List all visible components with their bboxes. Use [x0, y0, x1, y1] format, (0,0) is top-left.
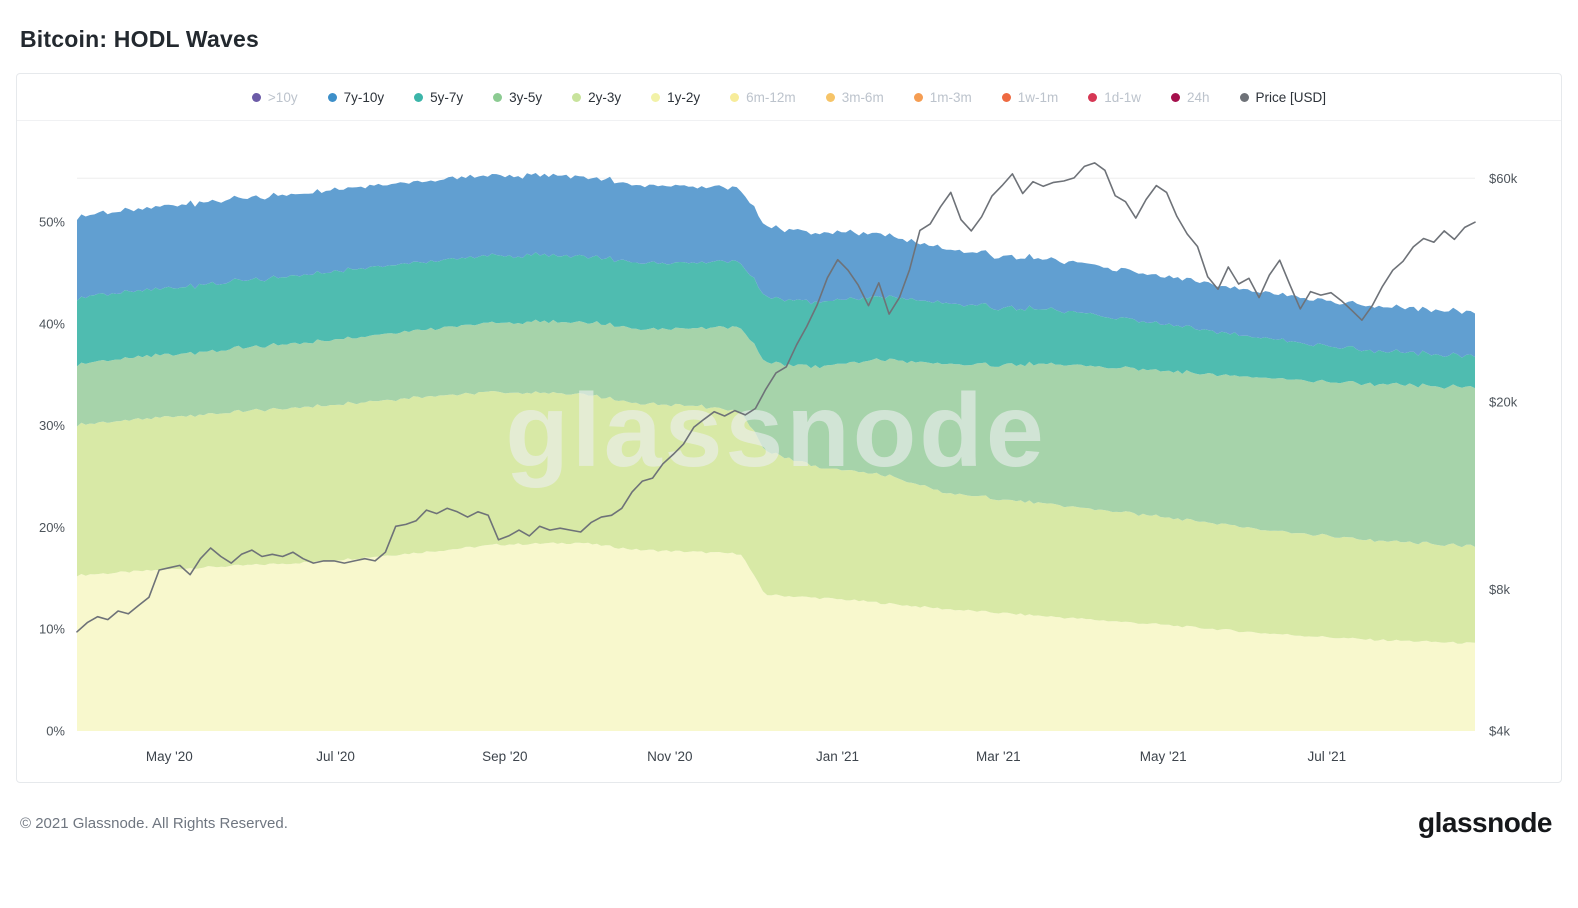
copyright-text: © 2021 Glassnode. All Rights Reserved. [20, 814, 288, 832]
page-footer: © 2021 Glassnode. All Rights Reserved. g… [0, 783, 1578, 839]
y-left-tick-label: 0% [46, 724, 65, 739]
y-right-tick-label: $8k [1489, 582, 1510, 597]
legend-dot [825, 92, 835, 102]
band-area-1y-2y[interactable] [77, 542, 1475, 731]
y-left-tick-label: 30% [39, 418, 65, 433]
band-area-7y-10y[interactable] [77, 173, 1475, 358]
legend-label: 6m-12m [746, 89, 796, 105]
y-right-tick-label: $60k [1489, 171, 1518, 186]
legend-label: 3y-5y [509, 89, 543, 105]
legend-item-3y-5y[interactable]: 3y-5y [493, 90, 542, 105]
x-tick-label: May '21 [1140, 749, 1187, 764]
chart-area: glassnode 0% 10% 20% 30% 40% 50% $4k $8k $20k $60k… [17, 121, 1561, 783]
y-right-tick-label: $20k [1489, 395, 1518, 410]
legend-item-10y[interactable]: >10y [251, 89, 298, 105]
legend-label: 7y-10y [343, 89, 385, 105]
band-area-2y-3y[interactable] [77, 391, 1475, 644]
x-tick-label: May '20 [146, 749, 193, 764]
legend-label: 1y-2y [667, 89, 701, 105]
legend-item-3m-6m[interactable]: 3m-6m [825, 89, 884, 105]
legend-item-24h[interactable]: 24h [1171, 90, 1210, 105]
legend-dot [913, 92, 923, 102]
legend-dot [493, 92, 503, 102]
glassnode-watermark: glassnode [505, 373, 1046, 489]
legend-dot [651, 92, 661, 102]
legend-item-7y-10y[interactable]: 7y-10y [327, 89, 385, 105]
legend-label: 1w-1m [1017, 89, 1059, 105]
legend-dot [1171, 92, 1181, 102]
legend-item-1m-3m[interactable]: 1m-3m [913, 89, 972, 105]
band-area-5y-7y[interactable] [77, 252, 1475, 389]
legend-dot [251, 92, 261, 102]
x-tick-label: Sep '20 [482, 749, 527, 764]
chart-legend: >10y 7y-10y 5y-7y 3y-5y 2y-3y 1y-2y 6m-12m 3m-6… [17, 74, 1561, 121]
legend-label: 24h [1187, 89, 1210, 105]
x-tick-label: Mar '21 [976, 749, 1021, 764]
legend-label: 1d-1w [1104, 89, 1142, 105]
legend-label: Price [USD] [1255, 89, 1327, 105]
legend-label: 5y-7y [430, 89, 464, 105]
legend-item-5y-7y[interactable]: 5y-7y [414, 90, 463, 105]
y-right-tick-label: $4k [1489, 724, 1510, 739]
legend-item-2y-3y[interactable]: 2y-3y [572, 90, 621, 105]
x-tick-label: Nov '20 [647, 749, 692, 764]
x-tick-label: Jan '21 [816, 749, 859, 764]
legend-item-1y-2y[interactable]: 1y-2y [651, 90, 700, 105]
legend-dot [1239, 92, 1249, 102]
legend-dot [414, 92, 424, 102]
legend-dot [1088, 92, 1098, 102]
y-left-tick-label: 20% [39, 520, 65, 535]
x-tick-label: Jul '21 [1307, 749, 1346, 764]
legend-dot [572, 92, 582, 102]
legend-dot [1001, 92, 1011, 102]
band-area-3y-5y[interactable] [77, 319, 1475, 548]
y-left-tick-label: 50% [39, 215, 65, 230]
legend-item-6m-12m[interactable]: 6m-12m [730, 90, 796, 105]
legend-label: 2y-3y [588, 89, 622, 105]
y-left-tick-label: 10% [39, 622, 65, 637]
legend-dot [327, 92, 337, 102]
legend-item-1w-1m[interactable]: 1w-1m [1001, 89, 1059, 105]
legend-item-price-usd[interactable]: Price [USD] [1239, 89, 1327, 105]
price-line[interactable] [76, 162, 1476, 633]
legend-label: 3m-6m [841, 89, 884, 105]
y-left-tick-label: 40% [39, 316, 65, 331]
hodl-waves-chart[interactable]: glassnode 0% 10% 20% 30% 40% 50% $4k $8k $20k $60k… [17, 121, 1561, 783]
chart-card: >10y 7y-10y 5y-7y 3y-5y 2y-3y 1y-2y 6m-12m 3m-6… [16, 73, 1562, 783]
x-tick-label: Jul '20 [316, 749, 355, 764]
page: Bitcoin: HODL Waves >10y 7y-10y 5y-7y 3y-5y… [0, 26, 1578, 839]
legend-dot [730, 92, 740, 102]
legend-label: 1m-3m [929, 89, 972, 105]
page-title: Bitcoin: HODL Waves [20, 26, 259, 52]
glassnode-logo: glassnode [1418, 807, 1552, 838]
legend-label: >10y [267, 89, 298, 105]
legend-item-1d-1w[interactable]: 1d-1w [1088, 90, 1141, 105]
